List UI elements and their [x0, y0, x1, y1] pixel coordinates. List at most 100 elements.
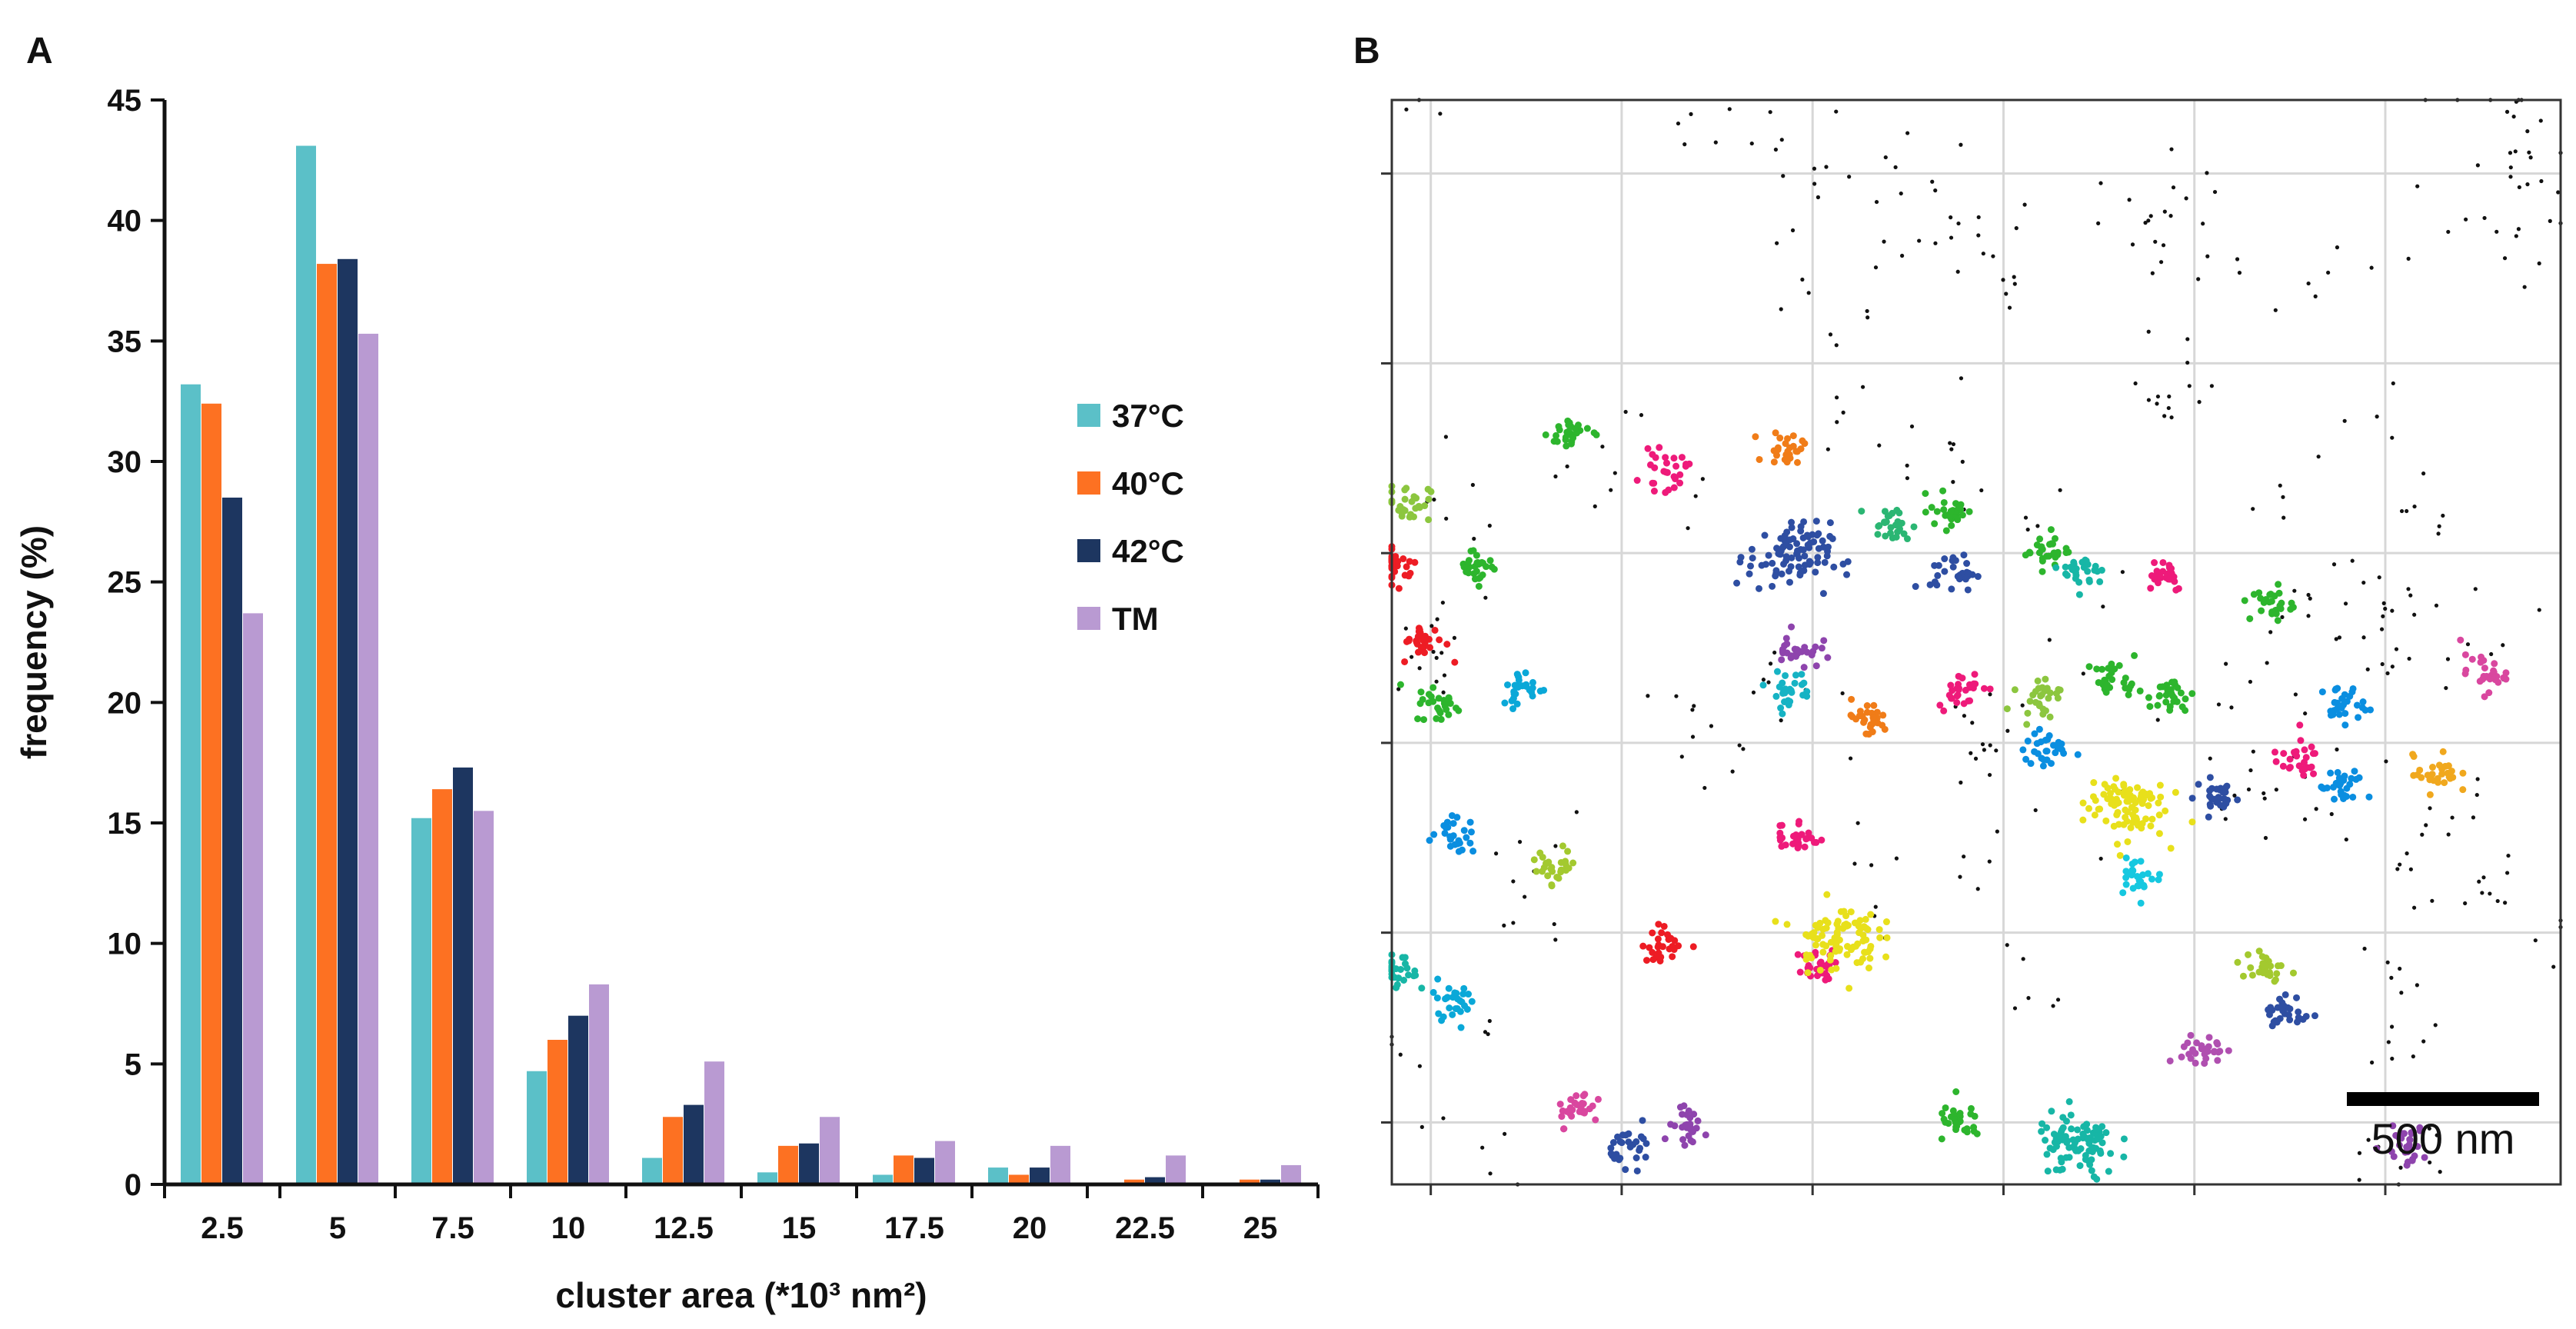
cluster-point — [2132, 806, 2139, 814]
cluster-point — [1772, 918, 1779, 925]
background-point — [1899, 191, 1903, 196]
cluster-point — [1618, 1139, 1626, 1147]
cluster-point — [1809, 648, 1817, 655]
background-point — [2386, 1040, 2391, 1044]
background-point — [1877, 443, 1882, 448]
cluster-point — [1625, 1138, 1632, 1146]
y-axis-title: frequency (%) — [14, 525, 54, 759]
background-point — [1730, 769, 1735, 774]
cluster-point — [1681, 1141, 1689, 1149]
cluster-point — [2258, 953, 2266, 961]
background-point — [2435, 1133, 2439, 1137]
cluster-point — [1875, 926, 1883, 934]
cluster-point — [2494, 678, 2502, 686]
cluster-point — [1959, 674, 1966, 682]
background-point — [2441, 513, 2445, 518]
cluster-point — [2459, 769, 2467, 777]
cluster-point — [2154, 701, 2162, 709]
cluster-point — [2178, 1053, 2185, 1061]
cluster-point — [1416, 629, 1424, 637]
cluster-point — [2003, 705, 2011, 713]
cluster — [1938, 1088, 1981, 1143]
cluster-point — [2351, 768, 2358, 775]
background-point — [2306, 614, 2311, 618]
cluster-point — [1794, 547, 1802, 555]
cluster-point — [1523, 681, 1530, 688]
cluster-point — [2122, 854, 2130, 861]
cluster — [1429, 975, 1476, 1031]
cluster-point — [2182, 695, 2189, 703]
cluster-point — [2188, 794, 2196, 802]
background-point — [2428, 806, 2432, 811]
cluster-point — [2057, 1154, 2065, 1162]
cluster-point — [2127, 869, 2135, 877]
background-point — [1435, 617, 1439, 621]
cluster-point — [2234, 958, 2242, 966]
cluster-point — [2277, 605, 2285, 612]
cluster-point — [2122, 684, 2129, 692]
cluster — [2318, 768, 2373, 803]
cluster-point — [2439, 748, 2447, 755]
cluster-point — [2293, 994, 2301, 1001]
cluster-point — [1779, 710, 1786, 718]
background-point — [2146, 398, 2152, 402]
background-point — [2342, 418, 2347, 423]
background-point — [2262, 796, 2267, 801]
cluster-point — [1401, 495, 1409, 503]
cluster-point — [2105, 1167, 2112, 1175]
cluster-point — [2187, 1054, 2195, 1062]
cluster-point — [1796, 968, 1804, 976]
cluster-point — [2047, 526, 2055, 534]
cluster-point — [2115, 821, 2123, 828]
cluster-point — [1941, 555, 1949, 563]
background-point — [1933, 241, 1938, 245]
cluster-point — [1778, 842, 1786, 850]
cluster-point — [2093, 665, 2101, 673]
background-point — [2415, 184, 2420, 188]
cluster-point — [2085, 804, 2092, 812]
cluster-point — [2035, 700, 2043, 708]
legend-swatch — [1077, 471, 1100, 495]
background-point — [2308, 596, 2312, 601]
cluster-point — [1676, 1104, 1684, 1111]
x-tick-label: 5 — [329, 1211, 346, 1245]
cluster-point — [1473, 568, 1480, 575]
cluster-point — [1536, 849, 1544, 857]
cluster-point — [1565, 864, 1573, 872]
cluster-point — [1592, 1116, 1599, 1124]
background-point — [2474, 792, 2479, 798]
cluster-point — [2206, 787, 2214, 794]
cluster-point — [1974, 573, 1982, 581]
background-point — [2480, 891, 2484, 895]
cluster-point — [2151, 559, 2158, 567]
background-point — [2265, 661, 2269, 665]
background-point — [2357, 1151, 2362, 1155]
background-point — [1773, 147, 1779, 152]
cluster-point — [1964, 586, 1972, 594]
cluster-point — [2403, 1161, 2411, 1169]
background-point — [2212, 189, 2218, 195]
background-point — [2232, 793, 2237, 798]
cluster-point — [2042, 1137, 2049, 1144]
background-point — [1962, 714, 1967, 718]
cluster-point — [1562, 858, 1569, 865]
cluster-point — [1633, 477, 1641, 485]
cluster — [2019, 725, 2082, 770]
cluster-point — [2089, 793, 2097, 801]
cluster-point — [1814, 559, 1822, 567]
background-point — [2390, 435, 2395, 440]
background-point — [2465, 642, 2471, 647]
cluster-point — [1859, 955, 1867, 963]
cluster-point — [2421, 1154, 2428, 1161]
cluster-point — [1922, 490, 1929, 498]
cluster-point — [1609, 1139, 1617, 1147]
cluster — [1501, 669, 1548, 713]
cluster-point — [2125, 787, 2133, 794]
cluster-point — [1405, 572, 1413, 580]
cluster-point — [2101, 781, 2108, 788]
y-tick-label: 20 — [108, 686, 142, 720]
background-point — [1962, 854, 1966, 859]
cluster-point — [1788, 518, 1796, 526]
cluster-point — [2201, 1051, 2208, 1058]
cluster-point — [1779, 679, 1786, 687]
